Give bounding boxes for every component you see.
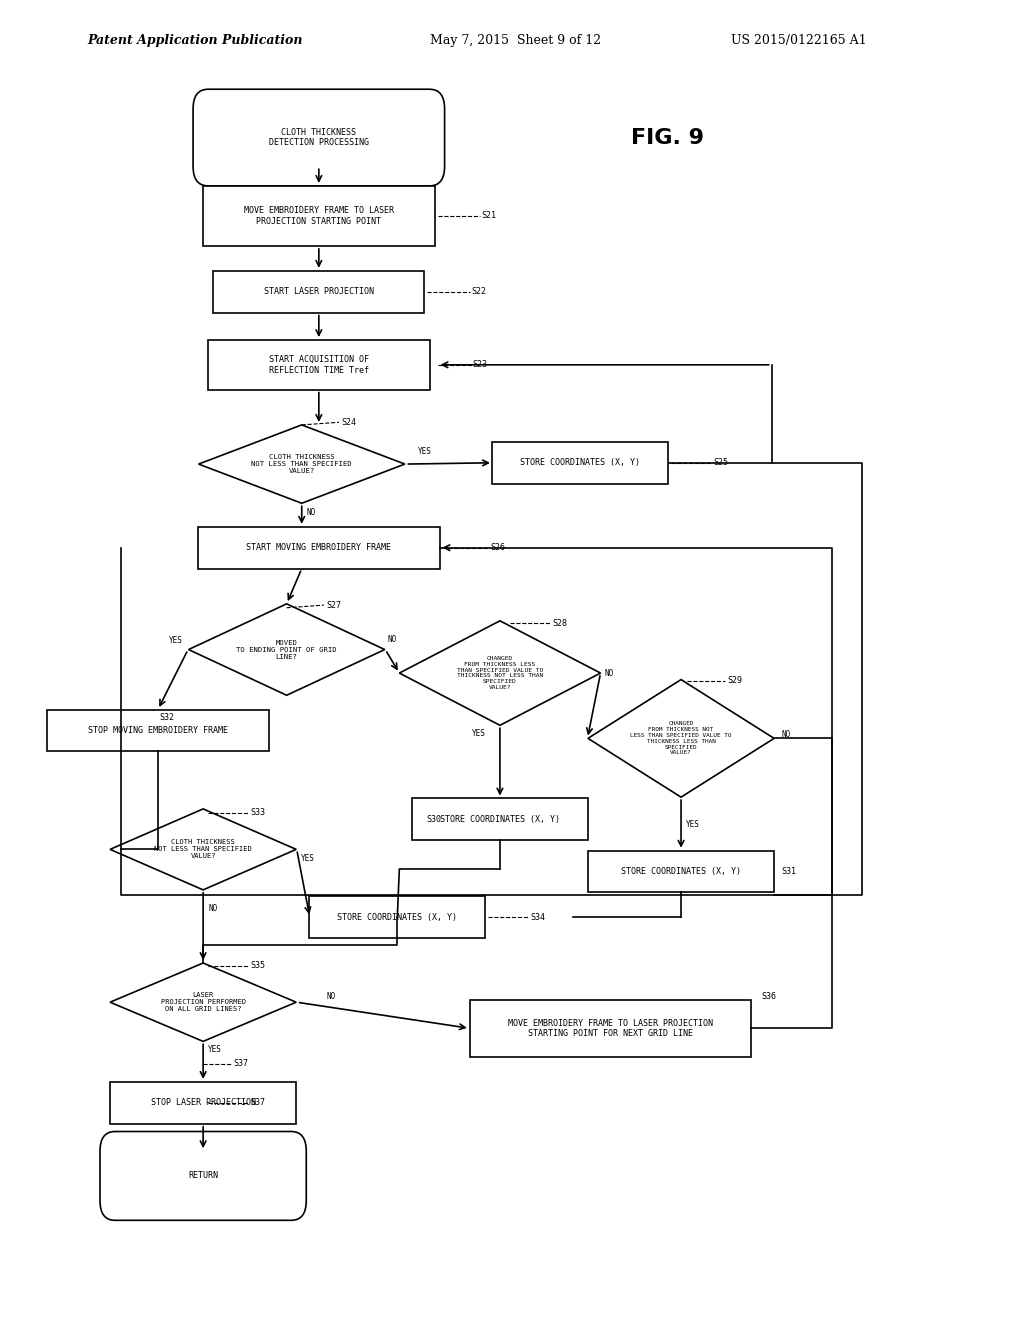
Text: STOP MOVING EMBROIDERY FRAME: STOP MOVING EMBROIDERY FRAME <box>88 726 227 735</box>
Text: START ACQUISITION OF
REFLECTION TIME Tref: START ACQUISITION OF REFLECTION TIME Tre… <box>269 355 369 375</box>
Text: NO: NO <box>387 635 396 644</box>
Text: RETURN: RETURN <box>187 1171 218 1180</box>
Text: YES: YES <box>208 1044 222 1053</box>
Text: S22: S22 <box>472 288 486 296</box>
Text: S28: S28 <box>551 619 567 628</box>
Text: START LASER PROJECTION: START LASER PROJECTION <box>264 288 374 296</box>
Polygon shape <box>398 620 600 725</box>
FancyBboxPatch shape <box>208 341 429 389</box>
Text: CLOTH THICKNESS
DETECTION PROCESSING: CLOTH THICKNESS DETECTION PROCESSING <box>269 128 369 148</box>
FancyBboxPatch shape <box>47 710 268 751</box>
Text: STOP LASER PROJECTION: STOP LASER PROJECTION <box>151 1098 256 1107</box>
FancyBboxPatch shape <box>213 271 424 313</box>
Text: MOVED
TO ENDING POINT OF GRID
LINE?: MOVED TO ENDING POINT OF GRID LINE? <box>236 640 336 660</box>
Polygon shape <box>199 425 405 503</box>
FancyBboxPatch shape <box>193 90 444 186</box>
Text: STORE COORDINATES (X, Y): STORE COORDINATES (X, Y) <box>337 913 457 921</box>
Text: S33: S33 <box>251 808 265 817</box>
FancyBboxPatch shape <box>412 799 587 841</box>
Text: STORE COORDINATES (X, Y): STORE COORDINATES (X, Y) <box>439 814 559 824</box>
Text: STORE COORDINATES (X, Y): STORE COORDINATES (X, Y) <box>520 458 640 467</box>
Text: S31: S31 <box>781 867 796 876</box>
Text: S35: S35 <box>251 961 265 970</box>
Text: S27: S27 <box>325 601 340 610</box>
Text: CLOTH THICKNESS
NOT LESS THAN SPECIFIED
VALUE?: CLOTH THICKNESS NOT LESS THAN SPECIFIED … <box>251 454 352 474</box>
Text: LASER
PROJECTION PERFORMED
ON ALL GRID LINES?: LASER PROJECTION PERFORMED ON ALL GRID L… <box>160 993 246 1012</box>
Text: S30: S30 <box>426 814 441 824</box>
Text: NO: NO <box>604 668 613 677</box>
Text: S25: S25 <box>712 458 728 467</box>
FancyBboxPatch shape <box>587 850 773 892</box>
Text: S24: S24 <box>340 418 356 426</box>
Text: S21: S21 <box>481 211 496 220</box>
Text: YES: YES <box>686 820 699 829</box>
Text: S29: S29 <box>727 676 742 685</box>
Text: Patent Application Publication: Patent Application Publication <box>88 33 303 46</box>
Polygon shape <box>587 680 773 797</box>
Text: YES: YES <box>417 447 431 457</box>
Text: FIG. 9: FIG. 9 <box>630 128 703 148</box>
Text: NO: NO <box>326 993 336 1002</box>
FancyBboxPatch shape <box>309 896 485 939</box>
Text: S36: S36 <box>761 993 775 1002</box>
Text: YES: YES <box>301 854 314 863</box>
FancyBboxPatch shape <box>470 999 751 1057</box>
FancyBboxPatch shape <box>100 1131 306 1220</box>
Text: NO: NO <box>781 730 790 739</box>
Text: May 7, 2015  Sheet 9 of 12: May 7, 2015 Sheet 9 of 12 <box>429 33 600 46</box>
Text: S26: S26 <box>489 543 504 552</box>
Text: STORE COORDINATES (X, Y): STORE COORDINATES (X, Y) <box>621 867 741 876</box>
Text: CLOTH THICKNESS
NOT LESS THAN SPECIFIED
VALUE?: CLOTH THICKNESS NOT LESS THAN SPECIFIED … <box>154 840 252 859</box>
Text: START MOVING EMBROIDERY FRAME: START MOVING EMBROIDERY FRAME <box>247 543 391 552</box>
Text: CHANGED
FROM THICKNESS NOT
LESS THAN SPECIFIED VALUE TO
THICKNESS LESS THAN
SPEC: CHANGED FROM THICKNESS NOT LESS THAN SPE… <box>630 721 731 755</box>
Text: US 2015/0122165 A1: US 2015/0122165 A1 <box>731 33 866 46</box>
Polygon shape <box>110 809 296 890</box>
FancyBboxPatch shape <box>203 186 434 246</box>
Text: S23: S23 <box>473 360 487 370</box>
Text: NO: NO <box>208 904 217 912</box>
Text: NO: NO <box>307 508 316 517</box>
Text: S32: S32 <box>160 713 174 722</box>
Polygon shape <box>110 964 296 1041</box>
Text: YES: YES <box>169 636 182 645</box>
FancyBboxPatch shape <box>492 442 667 483</box>
Text: S37: S37 <box>233 1059 248 1068</box>
FancyBboxPatch shape <box>198 527 439 569</box>
Text: S37: S37 <box>251 1098 265 1107</box>
FancyBboxPatch shape <box>110 1082 296 1123</box>
Text: CHANGED
FROM THICKNESS LESS
THAN SPECIFIED VALUE TO
THICKNESS NOT LESS THAN
SPEC: CHANGED FROM THICKNESS LESS THAN SPECIFI… <box>457 656 542 690</box>
Text: YES: YES <box>472 729 485 738</box>
Text: MOVE EMBROIDERY FRAME TO LASER
PROJECTION STARTING POINT: MOVE EMBROIDERY FRAME TO LASER PROJECTIO… <box>244 206 393 226</box>
Polygon shape <box>189 603 384 696</box>
Text: MOVE EMBROIDERY FRAME TO LASER PROJECTION
STARTING POINT FOR NEXT GRID LINE: MOVE EMBROIDERY FRAME TO LASER PROJECTIO… <box>507 1019 712 1038</box>
Text: S34: S34 <box>530 913 544 921</box>
